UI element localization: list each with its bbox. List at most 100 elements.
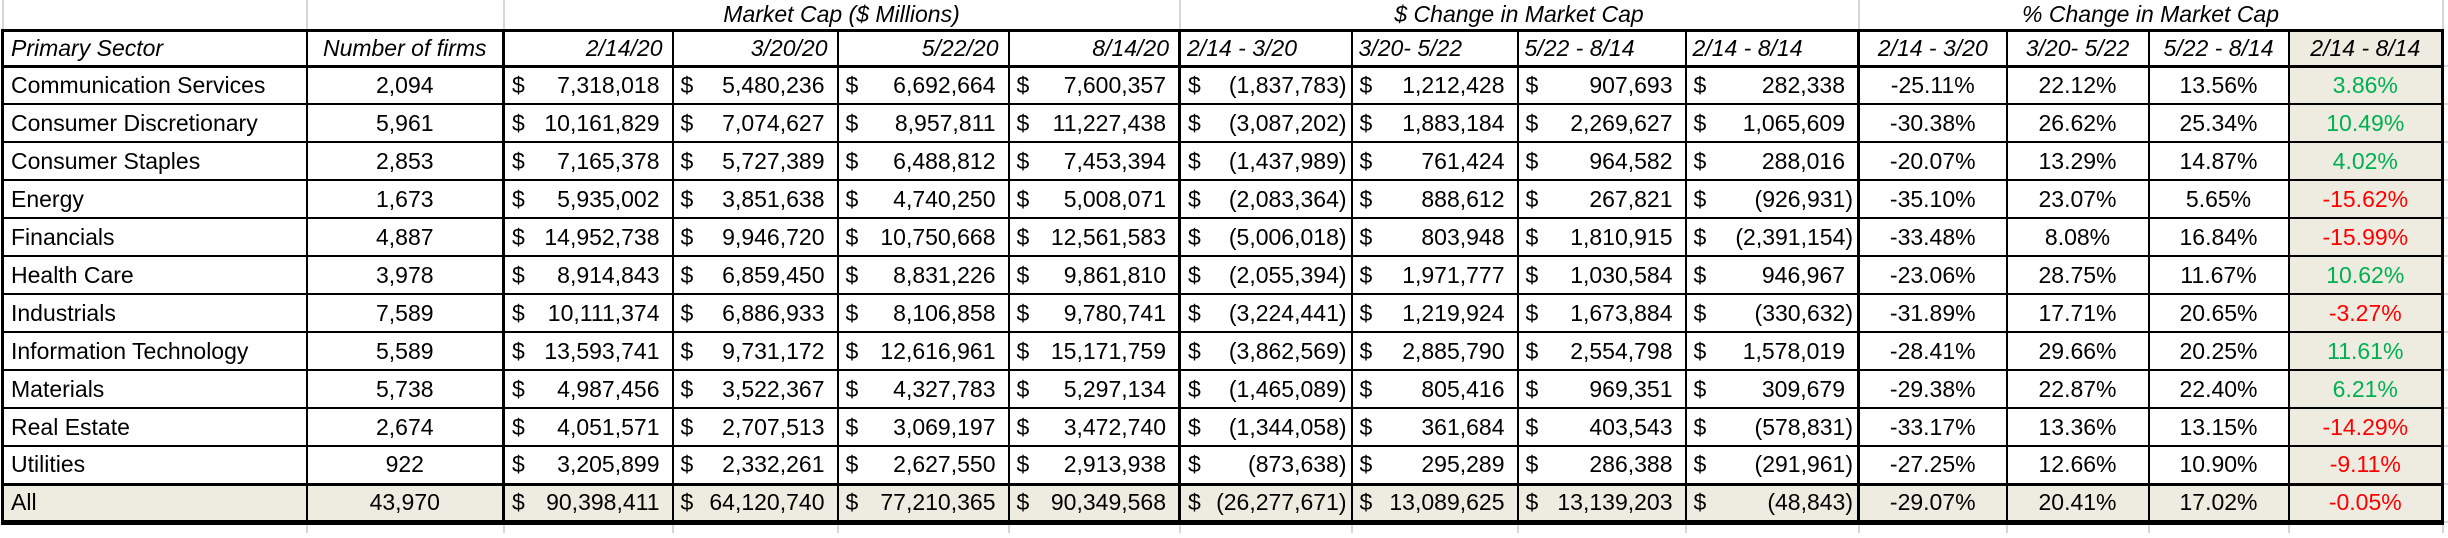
pct-change-cell[interactable]: 5.65% xyxy=(2147,179,2290,219)
market-cap-cell[interactable]: $12,561,583 xyxy=(1007,217,1182,257)
dollar-change-cell[interactable]: $969,351 xyxy=(1516,369,1687,409)
pct-change-cell[interactable]: 10.90% xyxy=(2147,445,2290,485)
dollar-change-cell[interactable]: $1,219,924 xyxy=(1350,293,1519,333)
firms-cell[interactable]: 5,961 xyxy=(305,103,505,143)
pct-change-cell[interactable]: 11.61% xyxy=(2287,331,2445,371)
sector-cell[interactable]: Information Technology xyxy=(1,331,308,371)
firms-cell[interactable]: 1,673 xyxy=(305,179,505,219)
sector-cell[interactable]: All xyxy=(1,482,308,525)
pct-change-cell[interactable]: 17.71% xyxy=(2005,293,2150,333)
market-cap-cell[interactable]: $8,957,811 xyxy=(836,103,1010,143)
pct-change-cell[interactable]: -23.06% xyxy=(1857,255,2008,295)
pct-change-cell[interactable]: -25.11% xyxy=(1857,65,2008,105)
sector-cell[interactable]: Financials xyxy=(1,217,308,257)
pct-change-cell[interactable]: -29.07% xyxy=(1857,482,2008,525)
pct-change-cell[interactable]: 10.62% xyxy=(2287,255,2445,295)
sector-cell[interactable]: Utilities xyxy=(1,445,308,485)
pct-change-cell[interactable]: 11.67% xyxy=(2147,255,2290,295)
market-cap-cell[interactable]: $9,780,741 xyxy=(1007,293,1182,333)
pct-change-cell[interactable]: 22.12% xyxy=(2005,65,2150,105)
dollar-change-cell[interactable]: $ (3,087,202) xyxy=(1178,103,1353,143)
pct-change-cell[interactable]: -3.27% xyxy=(2287,293,2445,333)
dollar-change-cell[interactable]: $13,089,625 xyxy=(1350,482,1519,525)
dollar-change-cell[interactable]: $ (1,837,783) xyxy=(1178,65,1353,105)
dollar-change-cell[interactable]: $295,289 xyxy=(1350,445,1519,485)
market-cap-cell[interactable]: $11,227,438 xyxy=(1007,103,1182,143)
pct-change-cell[interactable]: 12.66% xyxy=(2005,445,2150,485)
market-cap-cell[interactable]: $4,327,783 xyxy=(836,369,1010,409)
column-header-dollar-period-1[interactable]: 2/14 - 3/20 xyxy=(1178,28,1353,68)
dollar-change-cell[interactable]: $ (291,961) xyxy=(1684,445,1861,485)
section-header-pct-change[interactable]: % Change in Market Cap xyxy=(1858,0,2444,30)
pct-change-cell[interactable]: -35.10% xyxy=(1857,179,2008,219)
dollar-change-cell[interactable]: $ (578,831) xyxy=(1684,407,1861,447)
market-cap-cell[interactable]: $9,731,172 xyxy=(671,331,839,371)
dollar-change-cell[interactable]: $282,338 xyxy=(1684,65,1861,105)
firms-cell[interactable]: 2,853 xyxy=(305,141,505,181)
market-cap-cell[interactable]: $9,861,810 xyxy=(1007,255,1182,295)
firms-cell[interactable]: 5,589 xyxy=(305,331,505,371)
pct-change-cell[interactable]: -31.89% xyxy=(1857,293,2008,333)
column-header-dollar-period-4[interactable]: 2/14 - 8/14 xyxy=(1684,28,1861,68)
firms-cell[interactable]: 2,674 xyxy=(305,407,505,447)
market-cap-cell[interactable]: $6,859,450 xyxy=(671,255,839,295)
dollar-change-cell[interactable]: $ (873,638) xyxy=(1178,445,1353,485)
dollar-change-cell[interactable]: $946,967 xyxy=(1684,255,1861,295)
dollar-change-cell[interactable]: $888,612 xyxy=(1350,179,1519,219)
market-cap-cell[interactable]: $2,707,513 xyxy=(671,407,839,447)
sector-cell[interactable]: Industrials xyxy=(1,293,308,333)
dollar-change-cell[interactable]: $ (2,055,394) xyxy=(1178,255,1353,295)
pct-change-cell[interactable]: -0.05% xyxy=(2287,482,2445,525)
dollar-change-cell[interactable]: $ (5,006,018) xyxy=(1178,217,1353,257)
pct-change-cell[interactable]: 16.84% xyxy=(2147,217,2290,257)
dollar-change-cell[interactable]: $ (1,344,058) xyxy=(1178,407,1353,447)
market-cap-cell[interactable]: $13,593,741 xyxy=(502,331,674,371)
market-cap-cell[interactable]: $77,210,365 xyxy=(836,482,1010,525)
pct-change-cell[interactable]: -20.07% xyxy=(1857,141,2008,181)
dollar-change-cell[interactable]: $361,684 xyxy=(1350,407,1519,447)
dollar-change-cell[interactable]: $1,578,019 xyxy=(1684,331,1861,371)
pct-change-cell[interactable]: 20.65% xyxy=(2147,293,2290,333)
market-cap-cell[interactable]: $3,522,367 xyxy=(671,369,839,409)
pct-change-cell[interactable]: 13.56% xyxy=(2147,65,2290,105)
sector-cell[interactable]: Materials xyxy=(1,369,308,409)
column-header-pct-period-1[interactable]: 2/14 - 3/20 xyxy=(1857,28,2008,68)
pct-change-cell[interactable]: 4.02% xyxy=(2287,141,2445,181)
column-header-date-4[interactable]: 8/14/20 xyxy=(1007,28,1182,68)
market-cap-cell[interactable]: $90,349,568 xyxy=(1007,482,1182,525)
pct-change-cell[interactable]: 29.66% xyxy=(2005,331,2150,371)
pct-change-cell[interactable]: 6.21% xyxy=(2287,369,2445,409)
pct-change-cell[interactable]: 17.02% xyxy=(2147,482,2290,525)
market-cap-cell[interactable]: $2,627,550 xyxy=(836,445,1010,485)
dollar-change-cell[interactable]: $ (3,224,441) xyxy=(1178,293,1353,333)
sector-cell[interactable]: Consumer Staples xyxy=(1,141,308,181)
market-cap-cell[interactable]: $7,165,378 xyxy=(502,141,674,181)
dollar-change-cell[interactable]: $805,416 xyxy=(1350,369,1519,409)
dollar-change-cell[interactable]: $761,424 xyxy=(1350,141,1519,181)
dollar-change-cell[interactable]: $13,139,203 xyxy=(1516,482,1687,525)
dollar-change-cell[interactable]: $1,030,584 xyxy=(1516,255,1687,295)
pct-change-cell[interactable]: 20.25% xyxy=(2147,331,2290,371)
dollar-change-cell[interactable]: $403,543 xyxy=(1516,407,1687,447)
dollar-change-cell[interactable]: $1,212,428 xyxy=(1350,65,1519,105)
market-cap-cell[interactable]: $10,161,829 xyxy=(502,103,674,143)
dollar-change-cell[interactable]: $803,948 xyxy=(1350,217,1519,257)
firms-cell[interactable]: 3,978 xyxy=(305,255,505,295)
column-header-date-1[interactable]: 2/14/20 xyxy=(502,28,674,68)
dollar-change-cell[interactable]: $1,971,777 xyxy=(1350,255,1519,295)
market-cap-cell[interactable]: $64,120,740 xyxy=(671,482,839,525)
pct-change-cell[interactable]: 13.36% xyxy=(2005,407,2150,447)
pct-change-cell[interactable]: -29.38% xyxy=(1857,369,2008,409)
pct-change-cell[interactable]: -15.62% xyxy=(2287,179,2445,219)
firms-cell[interactable]: 43,970 xyxy=(305,482,505,525)
market-cap-cell[interactable]: $90,398,411 xyxy=(502,482,674,525)
column-header-dollar-period-3[interactable]: 5/22 - 8/14 xyxy=(1516,28,1687,68)
market-cap-cell[interactable]: $3,205,899 xyxy=(502,445,674,485)
sector-cell[interactable]: Consumer Discretionary xyxy=(1,103,308,143)
pct-change-cell[interactable]: 10.49% xyxy=(2287,103,2445,143)
market-cap-cell[interactable]: $7,074,627 xyxy=(671,103,839,143)
dollar-change-cell[interactable]: $964,582 xyxy=(1516,141,1687,181)
pct-change-cell[interactable]: 3.86% xyxy=(2287,65,2445,105)
pct-change-cell[interactable]: -28.41% xyxy=(1857,331,2008,371)
dollar-change-cell[interactable]: $1,065,609 xyxy=(1684,103,1861,143)
